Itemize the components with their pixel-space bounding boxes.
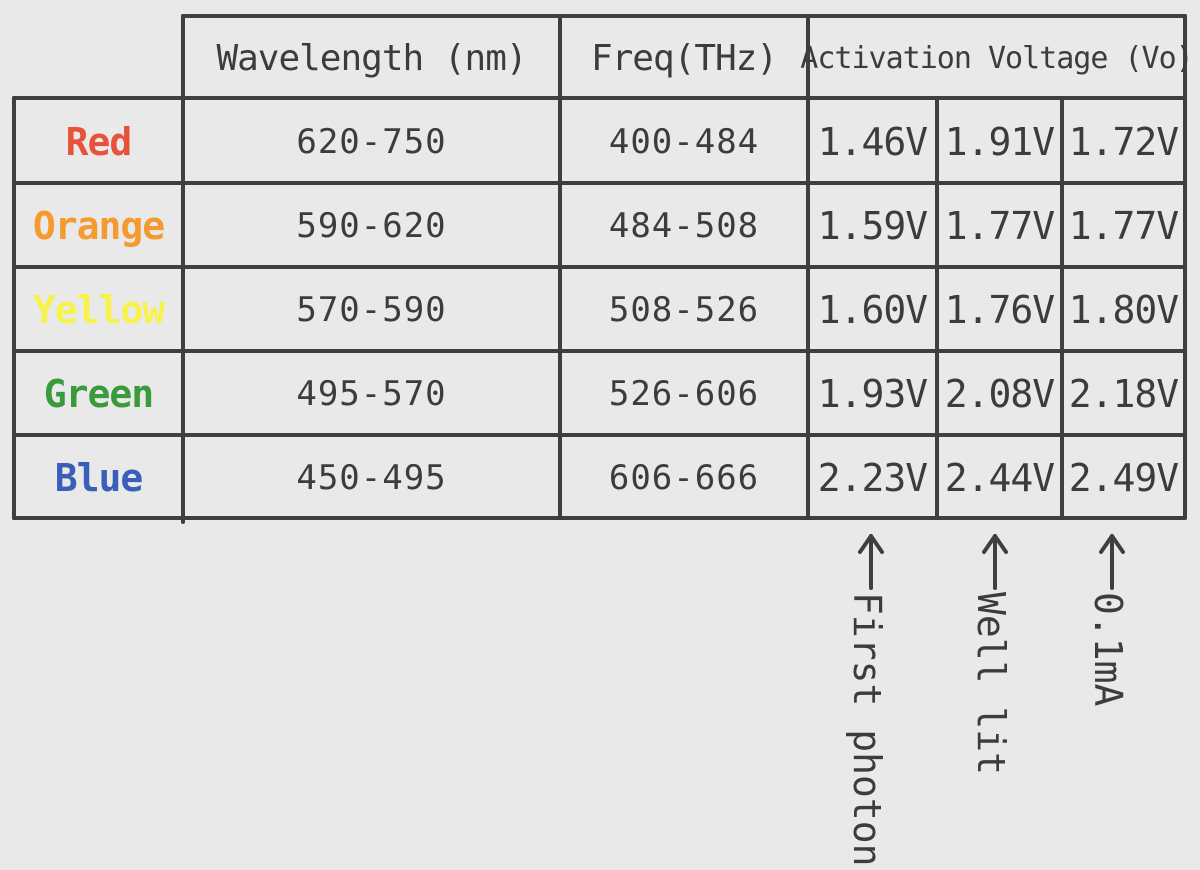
arrow-up-icon xyxy=(1099,534,1125,590)
voltage-well-lit-yellow: 1.76V xyxy=(944,288,1055,332)
voltage-first-photons-orange: 1.59V xyxy=(817,204,928,248)
header-frequency: Freq(THz) xyxy=(590,37,778,79)
frequency-green: 526-606 xyxy=(608,374,760,414)
arrow-up-icon xyxy=(858,534,884,590)
voltage-current-red: 1.72V xyxy=(1068,119,1179,164)
header-activation-voltage: Activation Voltage (Vo) xyxy=(800,40,1193,76)
frequency-orange: 484-508 xyxy=(608,206,760,246)
header-wavelength: Wavelength (nm) xyxy=(216,37,527,79)
annotation-well-lit: Well lit xyxy=(969,592,1013,776)
voltage-first-photons-blue: 2.23V xyxy=(817,455,928,500)
wavelength-yellow: 570-590 xyxy=(296,290,447,330)
row-label-red: Red xyxy=(65,119,133,164)
voltage-well-lit-orange: 1.77V xyxy=(944,204,1055,248)
row-label-blue: Blue xyxy=(54,455,144,500)
row-label-green: Green xyxy=(43,372,154,416)
frequency-red: 400-484 xyxy=(608,121,760,162)
voltage-first-photons-green: 1.93V xyxy=(817,372,928,416)
voltage-well-lit-red: 1.91V xyxy=(944,119,1055,164)
voltage-current-orange: 1.77V xyxy=(1068,204,1179,248)
voltage-current-green: 2.18V xyxy=(1068,372,1179,416)
voltage-well-lit-blue: 2.44V xyxy=(944,455,1055,500)
annotation-first-photons: First photons xyxy=(845,592,889,870)
voltage-current-blue: 2.49V xyxy=(1068,455,1179,500)
voltage-well-lit-green: 2.08V xyxy=(944,372,1055,416)
voltage-first-photons-yellow: 1.60V xyxy=(817,288,928,332)
frequency-yellow: 508-526 xyxy=(608,290,760,330)
arrow-up-icon xyxy=(982,534,1008,590)
wavelength-green: 495-570 xyxy=(296,374,447,414)
wavelength-red: 620-750 xyxy=(296,121,447,162)
row-label-yellow: Yellow xyxy=(32,288,165,332)
wavelength-blue: 450-495 xyxy=(296,457,447,498)
voltage-first-photons-red: 1.46V xyxy=(817,119,928,164)
annotation-current: 0.1mA xyxy=(1086,592,1130,707)
frequency-blue: 606-666 xyxy=(608,457,760,498)
wavelength-orange: 590-620 xyxy=(296,206,447,246)
row-label-orange: Orange xyxy=(32,204,165,248)
voltage-current-yellow: 1.80V xyxy=(1068,288,1179,332)
